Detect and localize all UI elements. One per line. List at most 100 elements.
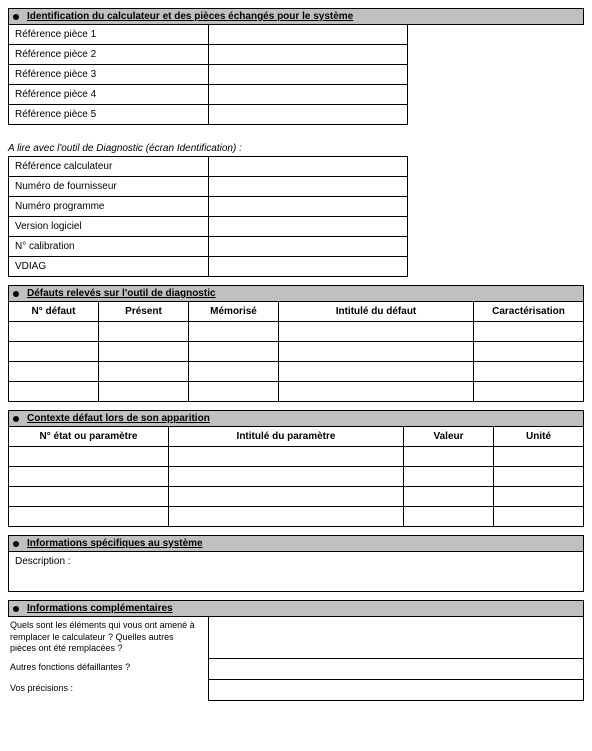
defauts-col-header: N° défaut: [9, 302, 99, 322]
section2-title: Défauts relevés sur l'outil de diagnosti…: [27, 288, 216, 299]
defauts-col-header: Mémorisé: [189, 302, 279, 322]
defauts-cell: [9, 362, 99, 382]
defauts-cell: [279, 322, 474, 342]
defauts-cell: [9, 382, 99, 402]
section-infos-compl-header: Informations complémentaires: [8, 600, 584, 617]
contexte-cell: [9, 467, 169, 487]
diag-subtitle: A lire avec l'outil de Diagnostic (écran…: [8, 143, 584, 154]
diag-label: Référence calculateur: [9, 157, 209, 177]
compl-a2: [208, 658, 584, 680]
defauts-cell: [9, 342, 99, 362]
compl-q1: Quels sont les éléments qui vous ont ame…: [8, 616, 208, 659]
section-contexte-header: Contexte défaut lors de son apparition: [8, 410, 584, 427]
defauts-cell: [9, 322, 99, 342]
defauts-cell: [189, 362, 279, 382]
defauts-cell: [474, 342, 584, 362]
contexte-col-header: Valeur: [404, 427, 494, 447]
diag-value: [208, 237, 407, 257]
bullet-icon: [13, 541, 19, 547]
diag-value: [208, 157, 407, 177]
piece-label: Référence pièce 4: [9, 85, 209, 105]
bullet-icon: [13, 291, 19, 297]
contexte-cell: [169, 487, 404, 507]
piece-value: [208, 45, 407, 65]
defauts-cell: [189, 382, 279, 402]
table-row: Référence pièce 4: [9, 85, 408, 105]
table-row: [9, 507, 584, 527]
diag-value: [208, 257, 407, 277]
pieces-table: Référence pièce 1Référence pièce 2Référe…: [8, 24, 408, 125]
diag-label: Numéro programme: [9, 197, 209, 217]
defauts-cell: [99, 322, 189, 342]
defauts-cell: [189, 322, 279, 342]
piece-value: [208, 85, 407, 105]
diag-label: Numéro de fournisseur: [9, 177, 209, 197]
diag-label: N° calibration: [9, 237, 209, 257]
defauts-cell: [474, 362, 584, 382]
section5-title: Informations complémentaires: [27, 603, 173, 614]
compl-q3: Vos précisions :: [8, 679, 208, 701]
compl-a1: [208, 616, 584, 659]
defauts-cell: [474, 322, 584, 342]
defauts-cell: [99, 362, 189, 382]
table-row: Référence pièce 1: [9, 25, 408, 45]
piece-label: Référence pièce 2: [9, 45, 209, 65]
contexte-cell: [9, 487, 169, 507]
defauts-col-header: Intitulé du défaut: [279, 302, 474, 322]
description-label: Description :: [15, 556, 71, 567]
table-row: N° calibration: [9, 237, 408, 257]
table-row: Numéro de fournisseur: [9, 177, 408, 197]
compl-q2: Autres fonctions défaillantes ?: [8, 658, 208, 680]
description-box: Description :: [8, 552, 584, 592]
piece-value: [208, 25, 407, 45]
table-row: [9, 487, 584, 507]
contexte-cell: [494, 447, 584, 467]
table-row: [9, 342, 584, 362]
defauts-cell: [279, 342, 474, 362]
contexte-cell: [169, 507, 404, 527]
diag-value: [208, 217, 407, 237]
defauts-table: N° défautPrésentMémoriséIntitulé du défa…: [8, 301, 584, 402]
contexte-col-header: N° état ou paramètre: [9, 427, 169, 447]
section1-title: Identification du calculateur et des piè…: [27, 11, 353, 22]
piece-label: Référence pièce 3: [9, 65, 209, 85]
defauts-cell: [279, 382, 474, 402]
contexte-cell: [169, 467, 404, 487]
contexte-col-header: Intitulé du paramètre: [169, 427, 404, 447]
table-row: Référence pièce 3: [9, 65, 408, 85]
piece-label: Référence pièce 5: [9, 105, 209, 125]
contexte-cell: [9, 447, 169, 467]
bullet-icon: [13, 606, 19, 612]
contexte-cell: [404, 447, 494, 467]
table-row: VDIAG: [9, 257, 408, 277]
defauts-col-header: Présent: [99, 302, 189, 322]
compl-a3: [208, 679, 584, 701]
piece-value: [208, 105, 407, 125]
piece-value: [208, 65, 407, 85]
defauts-cell: [99, 382, 189, 402]
contexte-cell: [9, 507, 169, 527]
table-row: Référence calculateur: [9, 157, 408, 177]
contexte-cell: [404, 507, 494, 527]
table-row: Référence pièce 2: [9, 45, 408, 65]
table-row: [9, 362, 584, 382]
contexte-col-header: Unité: [494, 427, 584, 447]
diag-value: [208, 197, 407, 217]
contexte-cell: [169, 447, 404, 467]
contexte-cell: [494, 487, 584, 507]
diag-label: VDIAG: [9, 257, 209, 277]
table-row: Référence pièce 5: [9, 105, 408, 125]
diag-value: [208, 177, 407, 197]
table-row: [9, 322, 584, 342]
contexte-cell: [404, 487, 494, 507]
section-defauts-header: Défauts relevés sur l'outil de diagnosti…: [8, 285, 584, 302]
defauts-cell: [279, 362, 474, 382]
table-row: Numéro programme: [9, 197, 408, 217]
table-row: [9, 467, 584, 487]
contexte-table: N° état ou paramètreIntitulé du paramètr…: [8, 426, 584, 527]
table-row: [9, 382, 584, 402]
piece-label: Référence pièce 1: [9, 25, 209, 45]
defauts-cell: [474, 382, 584, 402]
table-row: [9, 447, 584, 467]
defauts-cell: [189, 342, 279, 362]
